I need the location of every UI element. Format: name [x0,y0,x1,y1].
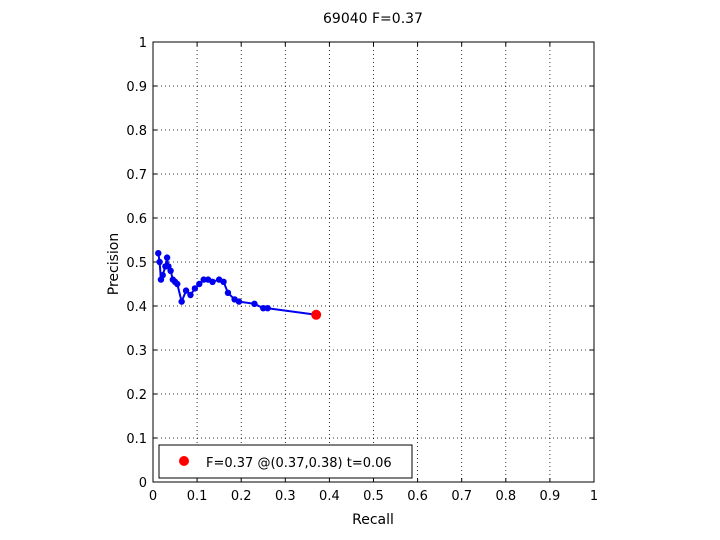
x-tick-label: 0.5 [363,489,384,504]
data-point [182,287,190,294]
axis-ticks: 0 0.1 0.2 0.3 0.4 0.5 0.6 0.7 0.8 0.9 1 0 0.1 0.2 0.3 0… [126,36,598,504]
x-tick-label: 0.4 [319,489,340,504]
y-tick-label: 0.7 [126,168,147,183]
y-tick-label: 0.3 [126,344,147,359]
x-axis-label: Recall [352,512,394,528]
data-point [224,289,232,296]
x-tick-label: 0.7 [451,489,472,504]
data-point [209,278,216,285]
x-tick-label: 0.2 [231,489,252,504]
data-point [156,258,163,266]
x-tick-label: 0 [149,489,157,504]
x-tick-label: 1 [590,489,598,504]
y-tick-label: 0.6 [126,212,147,227]
series-line [157,253,317,316]
x-tick-label: 0.3 [275,489,296,504]
data-point [174,280,181,288]
y-tick-label: 0.5 [126,256,147,271]
x-tick-label: 0.8 [495,489,516,504]
y-tick-label: 0.2 [126,388,147,403]
data-point [159,272,166,279]
data-point [200,276,207,283]
data-point [167,267,174,274]
x-tick-label: 0.1 [187,489,208,504]
data-point [155,250,162,257]
y-tick-label: 0.9 [126,80,147,95]
data-point [178,298,185,305]
grid [153,42,594,482]
data-point [196,280,203,288]
y-tick-label: 1 [139,36,147,51]
data-point [235,298,243,305]
y-tick-label: 0 [139,476,147,491]
data-point [163,254,171,261]
legend-entry: F=0.37 @(0.37,0.38) t=0.06 [206,456,392,471]
chart-title: 69040 F=0.37 [323,11,423,27]
data-point [264,305,271,312]
x-tick-label: 0.9 [540,489,561,504]
series-layer [155,250,322,320]
legend-marker [179,456,189,466]
legend: F=0.37 @(0.37,0.38) t=0.06 [158,444,413,479]
data-point [191,285,199,292]
data-point [251,300,258,307]
y-axis-label: Precision [106,233,122,295]
data-point [187,291,194,299]
data-point [220,278,227,285]
x-tick-label: 0.6 [407,489,428,504]
f-score-marker [311,309,322,320]
y-tick-label: 0.8 [126,124,147,139]
data-point [260,305,267,312]
legend-box [158,444,413,479]
y-tick-label: 0.4 [126,300,147,315]
y-tick-label: 0.1 [126,432,147,447]
